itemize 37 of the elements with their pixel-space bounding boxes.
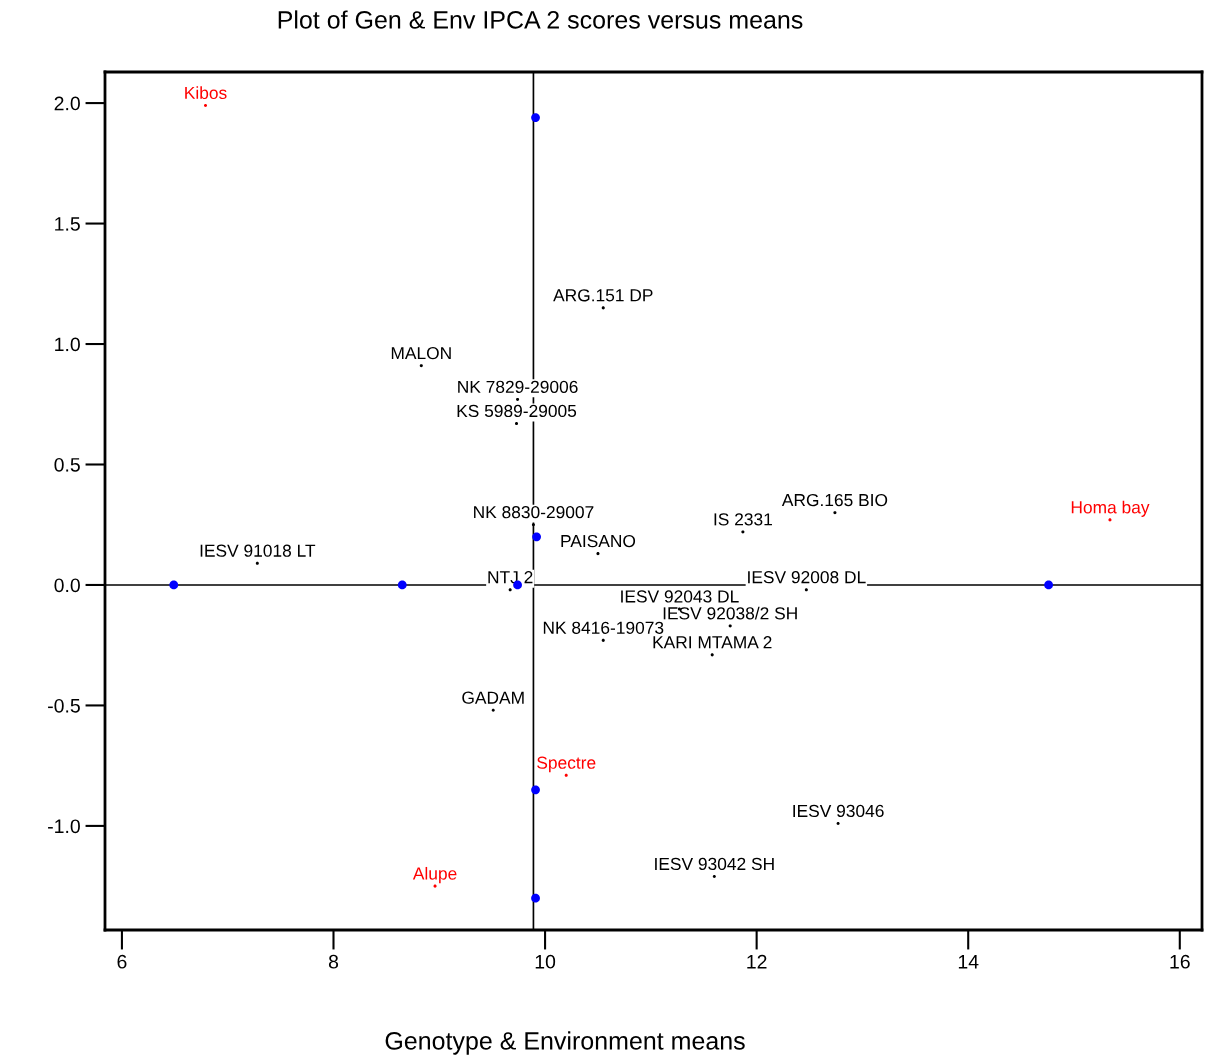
- y-tick-label: -1.0: [48, 819, 80, 834]
- x-tick-label: 10: [535, 954, 556, 969]
- y-tick-label: 0.0: [54, 578, 80, 593]
- data-label: Homa bay: [1071, 500, 1150, 517]
- x-tick-label: 16: [1170, 954, 1190, 969]
- data-label: PAISANO: [561, 534, 636, 548]
- chart-title: Plot of Gen & Env IPCA 2 scores versus means: [278, 10, 803, 29]
- x-tick-label: 6: [117, 954, 127, 969]
- y-tick-label: 1.0: [55, 337, 80, 352]
- data-label: IESV 91018 LT: [200, 544, 316, 557]
- y-tick-label: 0.5: [54, 457, 80, 472]
- data-label: IESV 92038/2 SH: [663, 606, 797, 620]
- data-label: ARG.151 DP: [553, 289, 653, 302]
- data-label: KARI MTAMA 2: [653, 636, 772, 649]
- data-label: NTJ 2: [488, 571, 533, 584]
- x-tick-label: 14: [958, 955, 979, 969]
- x-tick-label: 8: [328, 954, 339, 969]
- y-tick-label: -0.5: [48, 698, 80, 713]
- data-label: Spectre: [537, 756, 596, 773]
- data-label: NK 8416-19073: [543, 621, 664, 634]
- data-label: IESV 92043 DL: [621, 590, 739, 603]
- data-label: ARG.165 BIO: [781, 493, 888, 507]
- data-label: Alupe: [412, 866, 457, 884]
- data-label: NK 8830-29007: [474, 505, 594, 519]
- data-label: IESV 93046: [793, 804, 884, 818]
- data-label: Kibos: [185, 86, 227, 100]
- data-label: GADAM: [462, 691, 524, 704]
- data-label: NK 7829-29006: [458, 380, 578, 393]
- data-label: IESV 93042 SH: [655, 857, 774, 871]
- data-label: KS 5989-29005: [457, 404, 577, 418]
- x-axis-title: Genotype & Environment means: [385, 1031, 745, 1055]
- data-label: MALON: [391, 346, 451, 360]
- x-tick-label: 12: [747, 954, 767, 969]
- y-tick-label: 1.5: [55, 217, 80, 231]
- data-label: IS 2331: [714, 513, 772, 526]
- y-tick-label: 2.0: [54, 96, 80, 111]
- data-label: IESV 92008 DL: [748, 571, 866, 584]
